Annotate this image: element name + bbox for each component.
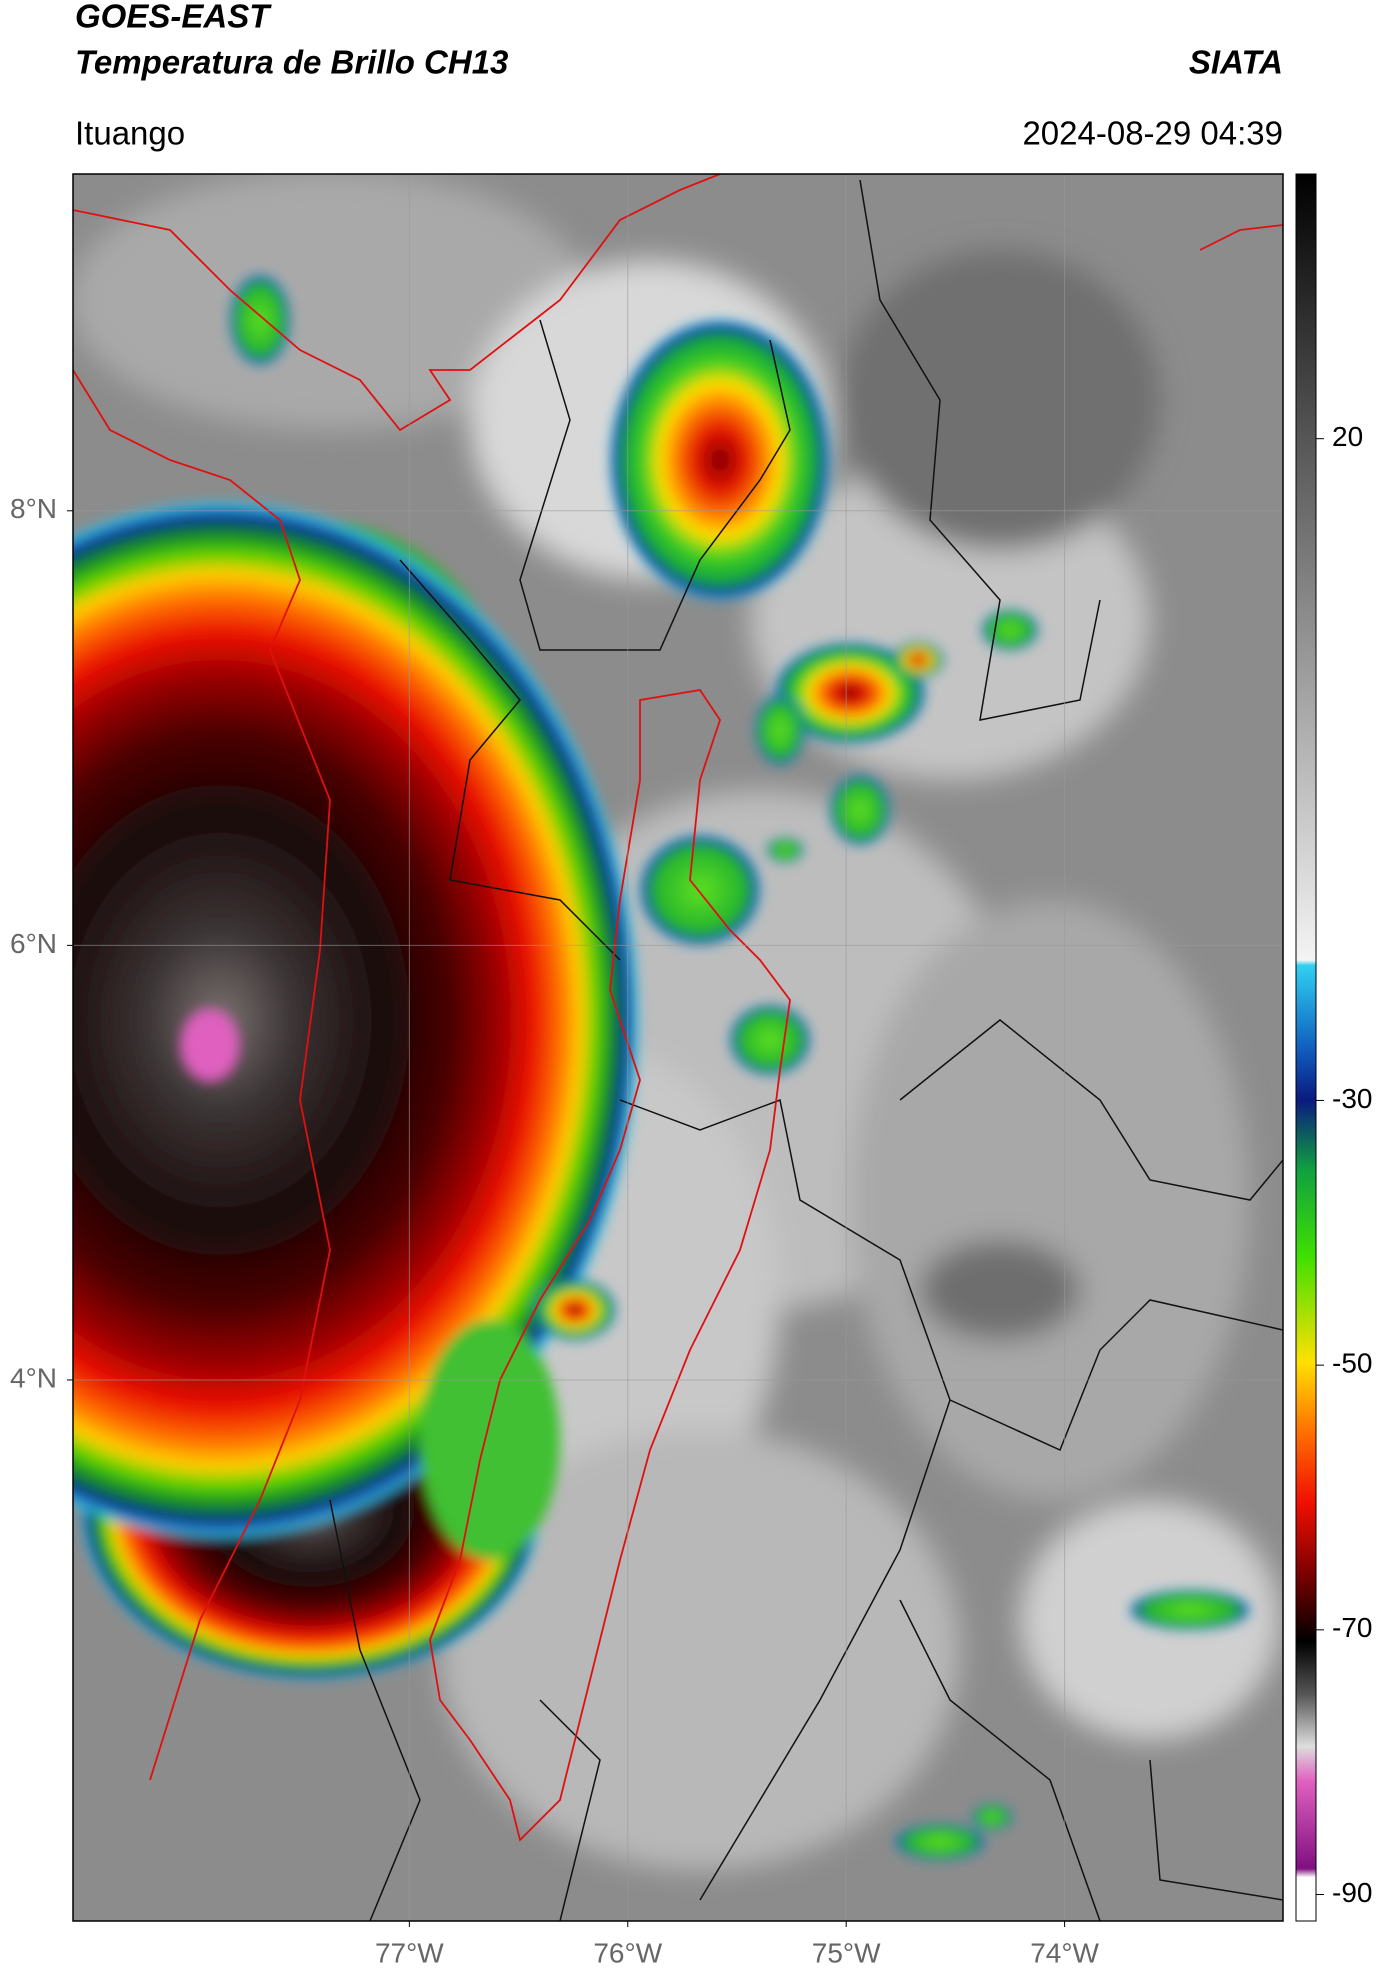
x-tick-label: 74°W bbox=[1030, 1937, 1099, 1968]
colorbar bbox=[1295, 173, 1317, 1922]
colorbar-tick-label: -30 bbox=[1332, 1083, 1372, 1114]
colorbar-tick-label: -70 bbox=[1332, 1612, 1372, 1643]
map-frame bbox=[72, 173, 1284, 1922]
y-tick-label: 4°N bbox=[10, 1362, 57, 1393]
colorbar-tick-label: -90 bbox=[1332, 1877, 1372, 1908]
colorbar-tick-label: -50 bbox=[1332, 1348, 1372, 1379]
subtitle: Temperatura de Brillo CH13 bbox=[75, 44, 508, 81]
datetime: 2024-08-29 04:39 bbox=[1022, 115, 1283, 152]
location: Ituango bbox=[75, 115, 185, 152]
y-tick-label: 8°N bbox=[10, 493, 57, 524]
x-tick-label: 75°W bbox=[812, 1937, 881, 1968]
x-tick-label: 76°W bbox=[593, 1937, 662, 1968]
source: SIATA bbox=[1189, 44, 1283, 81]
satellite-image bbox=[73, 174, 1283, 1921]
colorbar-tick-label: 20 bbox=[1332, 421, 1363, 452]
y-tick-label: 6°N bbox=[10, 928, 57, 959]
title: GOES-EAST bbox=[75, 0, 272, 35]
x-tick-label: 77°W bbox=[375, 1937, 444, 1968]
